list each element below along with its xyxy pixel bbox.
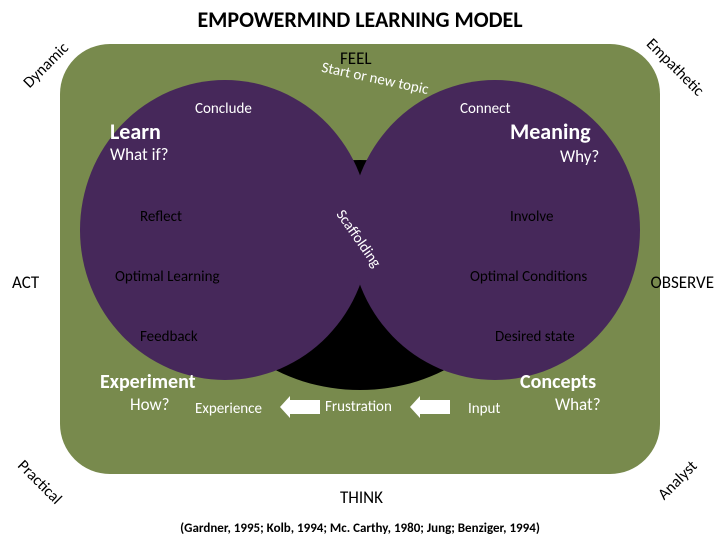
side-act: ACT [12, 272, 39, 293]
left-bot-head: Experiment [100, 370, 196, 394]
right-top-out: Involve [510, 208, 554, 226]
left-bot-out: Feedback [140, 328, 198, 346]
left-top-in: Conclude [195, 100, 252, 118]
oval-bottom: Frustration [325, 398, 392, 416]
right-mid: Optimal Conditions [470, 268, 587, 286]
right-bot-in: Input [468, 400, 500, 418]
left-head: Learn [110, 118, 161, 145]
left-sub: What if? [110, 144, 169, 165]
arrow-icon [410, 396, 450, 418]
left-bot-in: Experience [195, 400, 262, 418]
left-mid: Optimal Learning [115, 268, 220, 286]
corner-analyst: Analyst [655, 457, 702, 504]
right-bot-out: Desired state [495, 328, 575, 346]
left-bot-sub: How? [130, 394, 170, 415]
diagram-canvas: EMPOWERMIND LEARNING MODEL Dynamic Empat… [0, 0, 720, 540]
citation: (Gardner, 1995; Kolb, 1994; Mc. Carthy, … [0, 521, 720, 536]
right-sub: Why? [560, 146, 599, 167]
right-bot-sub: What? [555, 394, 601, 415]
left-top-out: Reflect [140, 208, 182, 226]
right-top-in: Connect [460, 100, 511, 118]
arrow-icon [280, 396, 320, 418]
corner-practical: Practical [13, 456, 65, 508]
side-observe: OBSERVE [650, 272, 714, 293]
right-bot-head: Concepts [520, 370, 596, 394]
side-think: THINK [340, 487, 383, 508]
diagram-title: EMPOWERMIND LEARNING MODEL [0, 6, 720, 33]
right-head: Meaning [510, 118, 591, 145]
